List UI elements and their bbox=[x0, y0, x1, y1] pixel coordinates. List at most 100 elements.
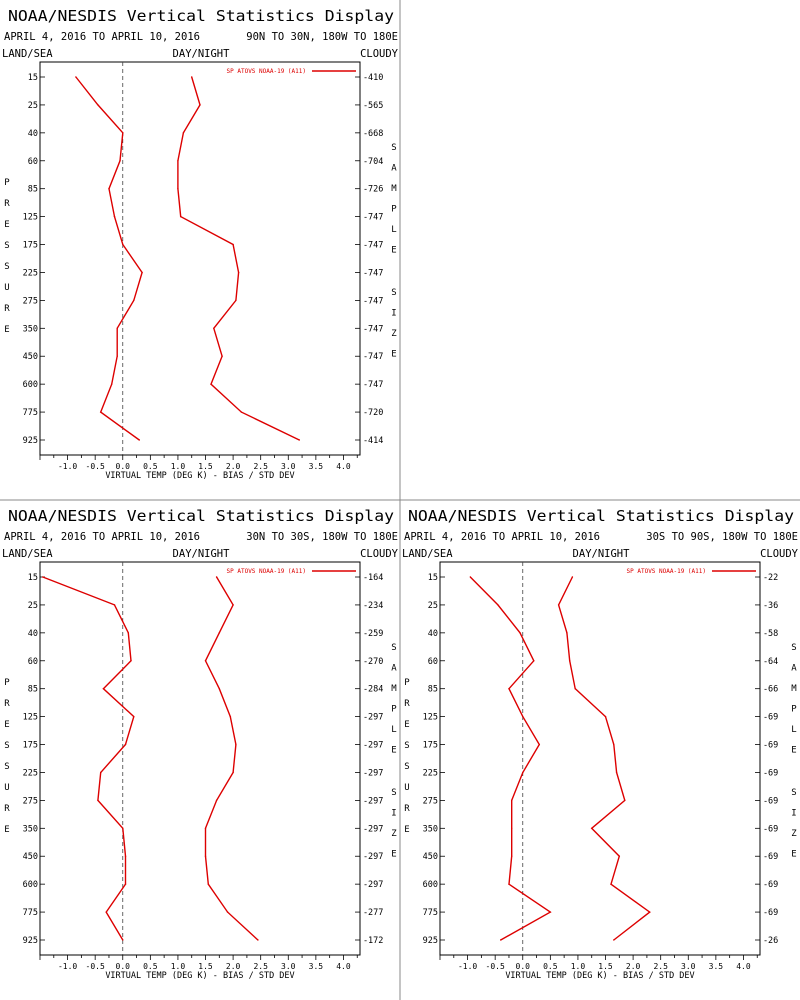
sample-tick-dash: - bbox=[763, 936, 768, 946]
x-tick-label: 0.5 bbox=[543, 962, 558, 971]
sample-size-label: 64 bbox=[768, 657, 778, 667]
sample-size-label: 747 bbox=[368, 380, 383, 390]
sample-size-axis-letter: A bbox=[391, 664, 397, 674]
data-point-std-dev bbox=[229, 715, 232, 718]
data-point-bias bbox=[508, 687, 510, 690]
sample-size-label: 172 bbox=[368, 936, 383, 946]
day-night-label: DAY/NIGHT bbox=[573, 548, 631, 560]
sample-tick-dash: - bbox=[363, 129, 368, 139]
sample-size-axis-letter: P bbox=[391, 705, 397, 715]
sample-size-label: 668 bbox=[368, 129, 383, 139]
x-tick-label: -1.0 bbox=[58, 962, 77, 971]
sample-size-label: 297 bbox=[368, 713, 383, 723]
x-tick-label: 1.5 bbox=[198, 962, 213, 971]
x-tick-label: 0.5 bbox=[143, 962, 158, 971]
x-tick-label: -1.0 bbox=[458, 962, 477, 971]
data-point-bias bbox=[497, 604, 499, 606]
data-point-std-dev bbox=[591, 827, 593, 830]
data-point-std-dev bbox=[240, 411, 243, 413]
data-point-bias bbox=[511, 855, 513, 857]
x-tick-label: 4.0 bbox=[336, 462, 351, 471]
sample-size-label: 284 bbox=[368, 685, 383, 695]
sample-size-axis-letter: E bbox=[391, 350, 396, 360]
sample-size-label: 36 bbox=[768, 601, 778, 611]
data-point-bias bbox=[99, 771, 102, 774]
sample-size-axis-letter: S bbox=[791, 643, 796, 653]
y-axis-letter: S bbox=[4, 762, 9, 772]
series-line-bias bbox=[75, 76, 143, 441]
sample-size-axis-letter: E bbox=[391, 746, 396, 756]
sample-size-axis-letter: S bbox=[391, 643, 396, 653]
pressure-tick-label: 450 bbox=[23, 352, 38, 362]
sample-tick-dash: - bbox=[363, 880, 368, 890]
sample-tick-dash: - bbox=[363, 573, 368, 583]
chart-title: NOAA/NESDIS Vertical Statistics Display bbox=[8, 507, 394, 525]
sample-tick-dash: - bbox=[363, 101, 368, 111]
sample-size-axis-letter: I bbox=[391, 309, 396, 319]
x-tick-label: 3.0 bbox=[281, 462, 296, 471]
y-axis-letter: P bbox=[4, 678, 10, 688]
data-point-bias bbox=[133, 715, 135, 718]
data-point-bias bbox=[141, 271, 143, 274]
y-axis-letter: R bbox=[404, 804, 410, 814]
y-axis-letter: E bbox=[4, 325, 9, 335]
y-axis-letter: S bbox=[4, 741, 9, 751]
chart-panel-1: NOAA/NESDIS Vertical Statistics Display A… bbox=[2, 7, 399, 481]
data-point-std-dev bbox=[232, 243, 234, 246]
x-tick-label: -1.0 bbox=[58, 462, 77, 471]
y-axis-letter: S bbox=[4, 241, 9, 251]
sample-tick-dash: - bbox=[363, 768, 368, 778]
data-point-bias bbox=[124, 883, 127, 885]
sample-size-label: 69 bbox=[768, 852, 778, 862]
data-point-bias bbox=[122, 827, 124, 830]
sample-size-label: 297 bbox=[368, 852, 383, 862]
land-sea-label: LAND/SEA bbox=[2, 548, 53, 560]
y-axis-letter: S bbox=[404, 762, 409, 772]
data-point-std-dev bbox=[213, 327, 215, 330]
data-point-std-dev bbox=[232, 604, 234, 606]
x-tick-label: 2.5 bbox=[653, 962, 668, 971]
sample-size-axis-letter: L bbox=[791, 725, 796, 735]
data-point-bias bbox=[108, 187, 110, 190]
data-point-std-dev bbox=[574, 687, 576, 690]
pressure-tick-label: 175 bbox=[423, 741, 438, 751]
data-point-std-dev bbox=[604, 715, 607, 718]
sample-size-label: 22 bbox=[768, 573, 778, 583]
sample-size-label: 66 bbox=[768, 685, 778, 695]
data-point-bias bbox=[533, 660, 535, 662]
y-axis-letter: R bbox=[4, 699, 10, 709]
sample-size-axis-letter: S bbox=[391, 788, 396, 798]
cloudy-label: CLOUDY bbox=[760, 548, 799, 560]
data-point-bias bbox=[105, 911, 107, 913]
y-axis-letter: U bbox=[404, 783, 409, 793]
data-point-std-dev bbox=[557, 604, 560, 606]
data-point-bias bbox=[127, 632, 129, 634]
x-tick-label: 2.0 bbox=[226, 462, 241, 471]
sample-tick-dash: - bbox=[363, 713, 368, 723]
y-axis-letter: P bbox=[4, 178, 10, 188]
sample-tick-dash: - bbox=[763, 880, 768, 890]
sample-size-label: 747 bbox=[368, 324, 383, 334]
data-point-bias bbox=[116, 355, 118, 357]
pressure-tick-label: 275 bbox=[23, 796, 38, 806]
data-point-std-dev bbox=[232, 771, 234, 774]
legend-label: SP ATOVS NOAA-19 (A11) bbox=[627, 568, 706, 575]
data-point-std-dev bbox=[613, 939, 615, 941]
x-tick-label: 3.0 bbox=[681, 962, 696, 971]
sample-tick-dash: - bbox=[363, 241, 368, 251]
x-axis-label: VIRTUAL TEMP (DEG K) - BIAS / STD DEV bbox=[105, 471, 294, 481]
x-tick-label: 2.0 bbox=[226, 962, 241, 971]
pressure-tick-label: 775 bbox=[423, 908, 438, 918]
sample-tick-dash: - bbox=[763, 601, 768, 611]
pressure-tick-label: 600 bbox=[23, 880, 38, 890]
x-tick-label: -0.5 bbox=[86, 962, 105, 971]
sample-tick-dash: - bbox=[363, 436, 368, 446]
x-tick-label: 1.5 bbox=[598, 962, 613, 971]
sample-size-label: 410 bbox=[368, 73, 383, 83]
sample-tick-dash: - bbox=[363, 157, 368, 167]
pressure-tick-label: 350 bbox=[23, 324, 38, 334]
sample-size-label: 414 bbox=[368, 436, 383, 446]
region-label: 30N TO 30S, 180W TO 180E bbox=[246, 531, 398, 543]
data-point-std-dev bbox=[568, 660, 571, 662]
pressure-tick-label: 85 bbox=[428, 685, 438, 695]
